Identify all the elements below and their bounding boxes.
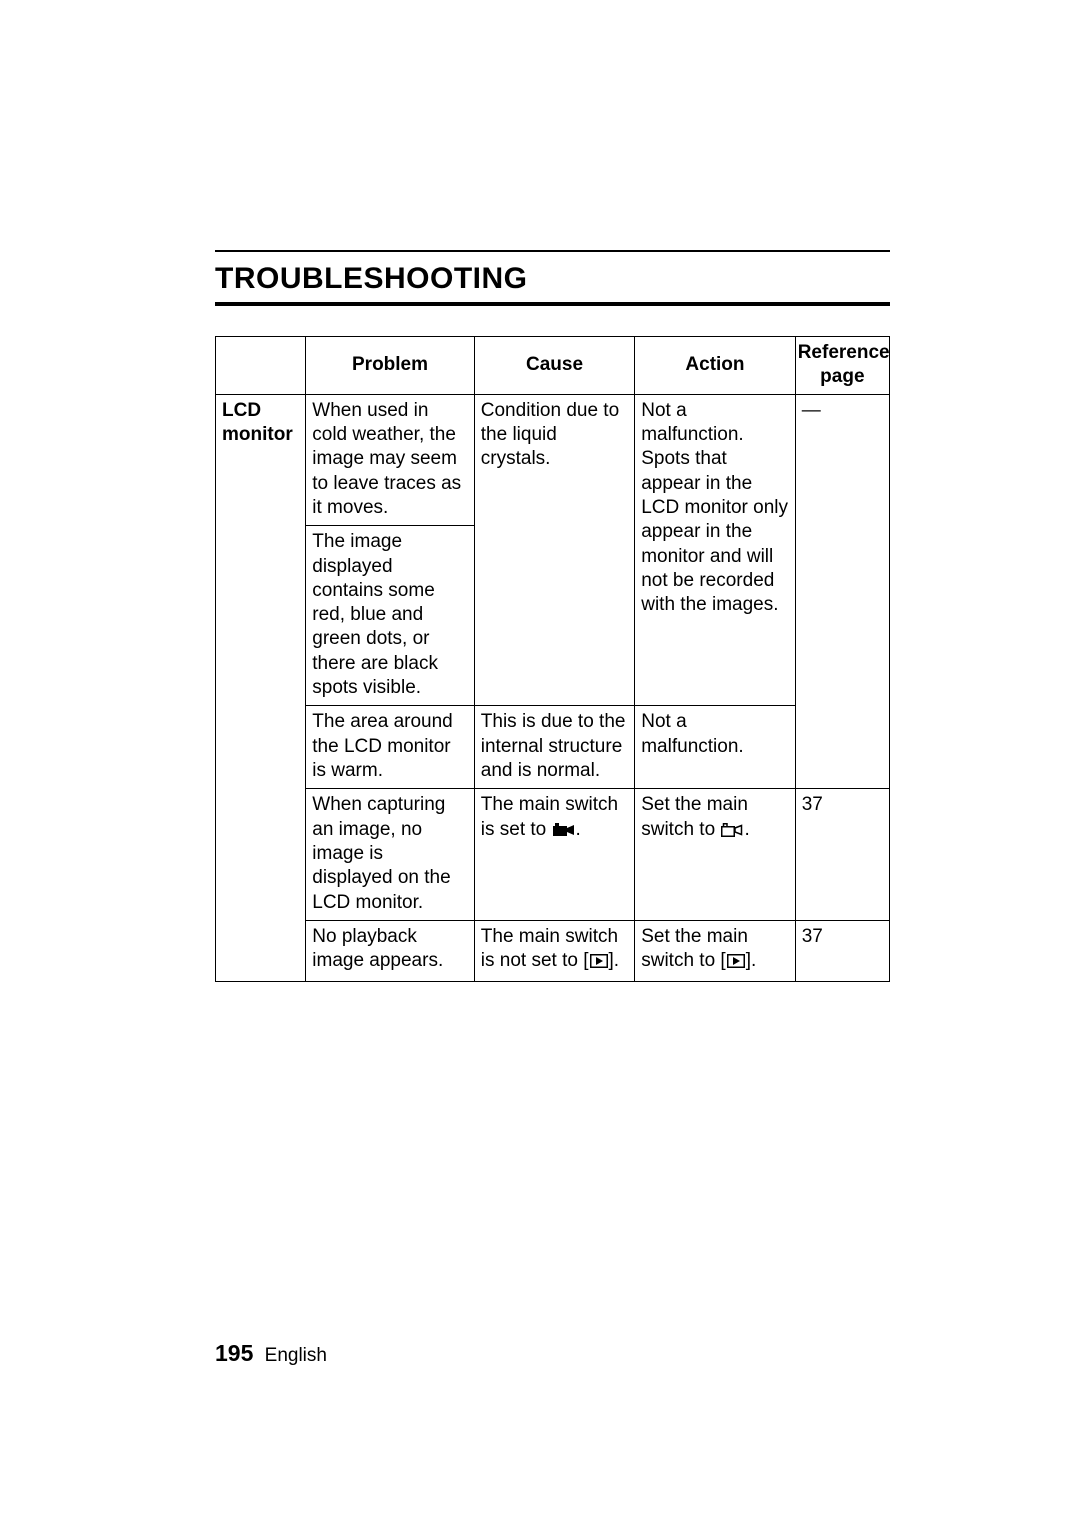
th-action: Action (635, 337, 795, 395)
th-ref-a: Reference (798, 341, 887, 365)
r4-action-b: ]. (746, 950, 757, 971)
r4-action: Set the main switch to []. (635, 920, 795, 981)
rule-bottom (215, 302, 890, 306)
r1-problem-b: The image displayed contains some red, b… (306, 526, 474, 705)
page-number: 195 (215, 1340, 253, 1366)
th-category (216, 337, 306, 395)
r1-cause: Condition due to the liquid crystals. (474, 394, 634, 706)
r4-problem: No playback image appears. (306, 920, 475, 981)
page-footer: 195 English (215, 1340, 327, 1367)
th-reference: Reference page (795, 337, 889, 395)
r1-problem-a: When used in cold weather, the image may… (306, 395, 474, 526)
r4-ref: 37 (795, 920, 889, 981)
r4-cause-b: ]. (609, 950, 620, 971)
r2-problem: The area around the LCD monitor is warm. (306, 706, 475, 789)
r1-problem: When used in cold weather, the image may… (306, 394, 475, 706)
r3-problem: When capturing an image, no image is dis… (306, 789, 475, 921)
r3-ref: 37 (795, 789, 889, 921)
camera-outline-icon (721, 820, 743, 844)
r2-cause: This is due to the internal structure an… (474, 706, 634, 789)
play-box-icon (727, 951, 745, 975)
r1-action: Not a malfunction. Spots that appear in … (635, 394, 795, 706)
r2-action: Not a malfunction. (635, 706, 795, 789)
th-ref-b: page (798, 365, 887, 389)
camera-filled-icon (553, 820, 575, 844)
troubleshooting-table: Problem Cause Action Reference page LCD … (215, 336, 890, 982)
r3-cause: The main switch is set to . (474, 789, 634, 921)
r3-action-b: . (744, 819, 749, 840)
r3-action: Set the main switch to . (635, 789, 795, 921)
row-label-lcd: LCD monitor (216, 394, 306, 981)
rule-top (215, 250, 890, 252)
page-lang: English (265, 1345, 327, 1366)
page-heading: TROUBLESHOOTING (215, 262, 890, 296)
play-box-icon (590, 951, 608, 975)
r4-cause: The main switch is not set to []. (474, 920, 634, 981)
th-problem: Problem (306, 337, 475, 395)
th-cause: Cause (474, 337, 634, 395)
r1-ref: — (795, 394, 889, 789)
r3-cause-a: The main switch is set to (481, 794, 618, 839)
r3-cause-b: . (576, 819, 581, 840)
